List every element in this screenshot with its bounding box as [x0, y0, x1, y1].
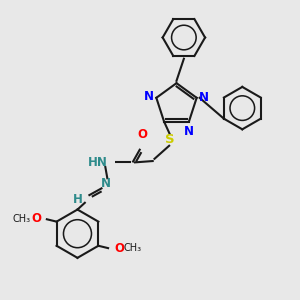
Text: N: N	[199, 91, 209, 104]
Text: CH₃: CH₃	[124, 243, 142, 253]
Text: N: N	[144, 90, 154, 103]
Text: H: H	[73, 193, 82, 206]
Text: CH₃: CH₃	[13, 214, 31, 224]
Text: O: O	[31, 212, 41, 225]
Text: O: O	[138, 128, 148, 141]
Text: O: O	[114, 242, 124, 255]
Text: N: N	[101, 177, 111, 190]
Text: N: N	[184, 125, 194, 138]
Text: S: S	[165, 133, 175, 146]
Text: HN: HN	[88, 156, 107, 169]
